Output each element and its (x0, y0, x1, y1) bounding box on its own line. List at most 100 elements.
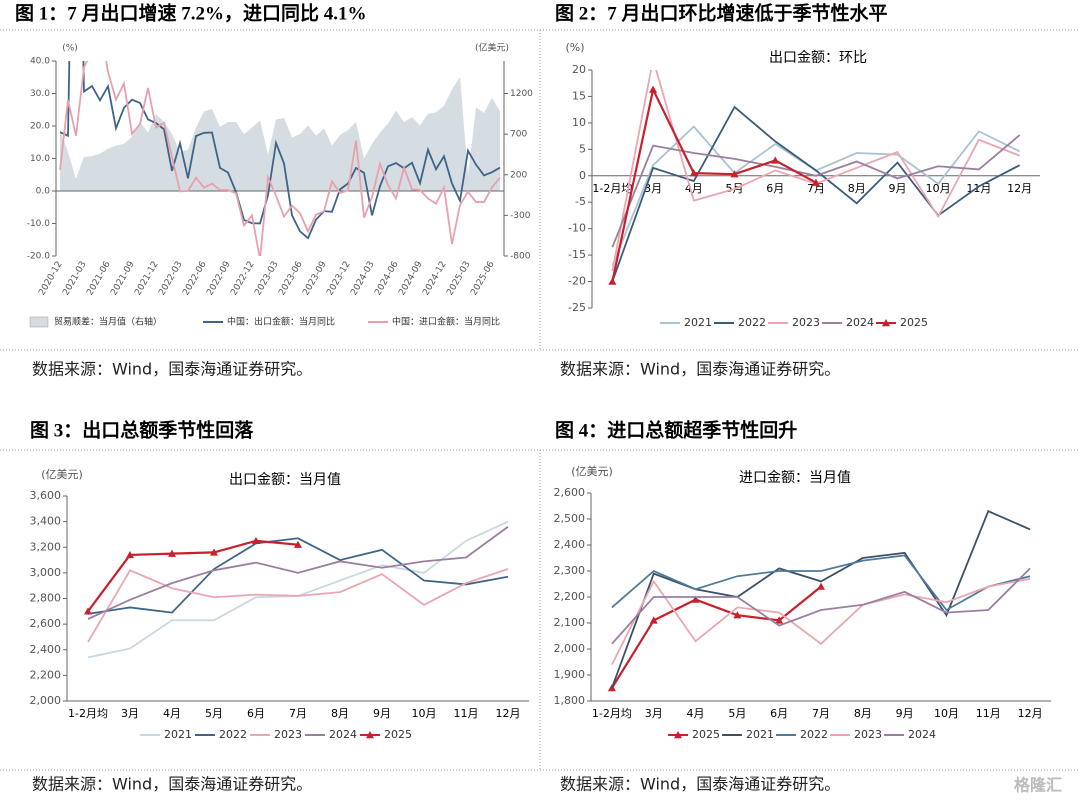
x-tick-label: 10月 (412, 707, 437, 720)
y-tick-label: -20 (568, 275, 586, 288)
source: 数据来源：Wind，国泰海通证券研究。 (32, 360, 312, 379)
source: 数据来源：Wind，国泰海通证券研究。 (560, 360, 840, 379)
line (611, 577, 1031, 666)
x-tick-label: 7月 (807, 182, 825, 195)
y2-tick-label: -800 (510, 252, 531, 262)
marker (294, 540, 302, 548)
panel-title: 图 1：7 月出口增速 7.2%，进口同比 4.1% (15, 1, 367, 24)
marker (817, 582, 825, 590)
y-tick-label: 2,800 (30, 592, 62, 605)
y-tick-label: 2,000 (554, 642, 586, 655)
y-tick-label: 1,800 (554, 694, 586, 707)
marker (691, 595, 700, 603)
x-tick-label: 10月 (934, 707, 959, 720)
x-tick-label: 3月 (121, 707, 139, 720)
x-tick-label: 5月 (728, 707, 746, 720)
y-tick-label: 20.0 (30, 122, 50, 132)
x-tick-label: 11月 (976, 707, 1001, 720)
x-tick-label: 12月 (496, 707, 521, 720)
y-tick-label: 40.0 (30, 57, 50, 67)
x-tick-label: 9月 (888, 182, 906, 195)
chart-subtitle: 出口金额：环比 (769, 50, 867, 66)
y-tick-label: 5 (579, 142, 586, 155)
chart-subtitle: 出口金额：当月值 (229, 472, 341, 488)
marker (649, 616, 658, 624)
marker (126, 550, 134, 559)
legend-label: 2023 (274, 728, 302, 741)
legend-marker (882, 319, 890, 327)
legend-label: 2021 (164, 728, 192, 741)
marker (771, 156, 780, 164)
y-tick-label: 2,000 (30, 694, 62, 707)
line (87, 568, 509, 643)
x-tick-label: 8月 (331, 707, 349, 720)
line (59, 61, 501, 240)
y-tick-label: -20.0 (27, 252, 51, 262)
y2-tick-label: -300 (510, 211, 531, 221)
marker (730, 170, 739, 178)
x-tick-label: 6月 (770, 707, 788, 720)
line (59, 61, 501, 256)
line (87, 539, 299, 612)
legend-label: 2021 (684, 316, 712, 329)
y-tick-label: 10 (572, 116, 586, 129)
y-axis-label: (亿美元) (571, 465, 613, 478)
x-tick-label: 9月 (373, 707, 391, 720)
x-tick-label: 1-2月均 (592, 707, 632, 720)
y2-tick-label: 1200 (510, 89, 533, 99)
line (611, 554, 1031, 612)
watermark: 格隆汇 (1014, 776, 1062, 795)
y-tick-label: 2,200 (30, 668, 62, 681)
legend-label: 2022 (219, 728, 247, 741)
y-tick-label: 0.0 (36, 187, 51, 197)
y-tick-label: -25 (568, 301, 586, 314)
y-tick-label: 2,500 (554, 512, 586, 525)
line (611, 70, 1020, 272)
line (611, 125, 1021, 267)
line (87, 537, 509, 615)
x-tick-label: 1-2月均 (68, 707, 108, 720)
x-tick-label: 12月 (1007, 182, 1032, 195)
marker (812, 178, 820, 186)
y-tick-label: 15 (572, 89, 586, 102)
legend-label: 2024 (908, 728, 936, 741)
legend-label: 2023 (792, 316, 820, 329)
legend-label: 2025 (384, 728, 412, 741)
marker (210, 548, 218, 556)
y-tick-label: -15 (568, 248, 586, 261)
y2-tick-label: 700 (510, 130, 527, 140)
y-tick-label: 2,100 (554, 616, 586, 629)
marker (168, 549, 176, 557)
line (611, 134, 1021, 248)
line (87, 526, 509, 620)
line (610, 585, 822, 689)
legend-label: 2021 (746, 728, 774, 741)
legend-marker (674, 731, 682, 739)
y-tick-label: 2,300 (554, 564, 586, 577)
y-tick-label: 20 (572, 63, 586, 76)
y-tick-label: 3,600 (30, 489, 62, 502)
y-tick-label: 2,600 (554, 486, 586, 499)
y-tick-label: 3,200 (30, 540, 62, 553)
legend-label: 2025 (900, 316, 928, 329)
legend-swatch (29, 316, 49, 328)
line (611, 105, 1021, 282)
y-tick-label: 3,400 (30, 515, 62, 528)
y-tick-label: 0 (579, 169, 586, 182)
legend-label: 2022 (800, 728, 828, 741)
y-axis-label: (%) (565, 41, 584, 54)
x-tick-label: 4月 (163, 707, 181, 720)
legend-label: 2023 (854, 728, 882, 741)
panel-title: 图 3：出口总额季节性回落 (30, 418, 254, 441)
legend-label: 中国：进口金额：当月同比 (392, 316, 500, 328)
y-tick-label: 1,900 (554, 668, 586, 681)
x-tick-label: 1-2月均 (592, 182, 632, 195)
marker (689, 169, 698, 177)
y-tick-label: -5 (575, 195, 586, 208)
y-tick-label: -10 (568, 222, 586, 235)
x-tick-label: 3月 (644, 182, 662, 195)
legend-label: 2024 (329, 728, 357, 741)
x-tick-label: 9月 (896, 707, 914, 720)
y2-tick-label: 200 (510, 170, 527, 180)
